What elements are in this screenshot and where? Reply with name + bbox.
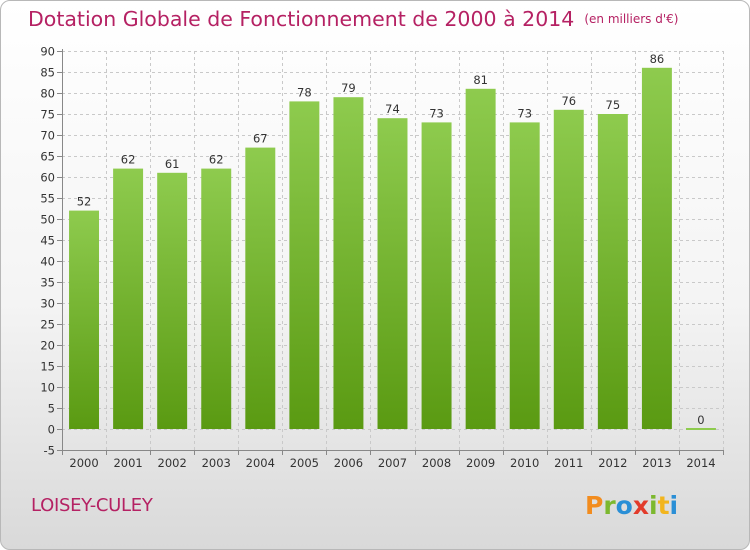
logo-letter: i <box>669 491 679 520</box>
bar-value-label: 78 <box>297 85 312 99</box>
x-tick-label: 2006 <box>334 456 363 470</box>
y-tick-label: 30 <box>40 297 55 311</box>
x-tick-label: 2009 <box>466 456 495 470</box>
y-tick-label: 50 <box>40 213 55 227</box>
chart-subtitle: (en milliers d'€) <box>584 12 679 26</box>
chart-title: Dotation Globale de Fonctionnement de 20… <box>28 7 678 31</box>
logo-letter: i <box>649 491 658 520</box>
bars <box>69 67 716 430</box>
bar-value-label: 79 <box>341 81 356 95</box>
x-tick-label: 2002 <box>158 456 187 470</box>
bar-value-label: 73 <box>517 106 532 120</box>
bar-value-label: 61 <box>165 157 180 171</box>
y-tick-label: -5 <box>44 444 55 458</box>
bar <box>597 114 628 429</box>
x-tick-label: 2013 <box>642 456 671 470</box>
x-tick-label: 2000 <box>69 456 98 470</box>
bar <box>553 109 584 430</box>
logo-letter: t <box>657 491 670 520</box>
y-tick-label: 5 <box>48 402 55 416</box>
bar-value-label: 67 <box>253 132 268 146</box>
bar <box>685 428 716 430</box>
y-tick-label: 90 <box>40 45 55 59</box>
bar-value-label: 52 <box>77 195 92 209</box>
bar <box>289 101 320 430</box>
logo-letter: r <box>603 491 616 520</box>
bar-value-label: 75 <box>606 98 621 112</box>
bar-value-label: 62 <box>121 153 136 167</box>
x-tick-label: 2004 <box>246 456 275 470</box>
y-tick-label: 40 <box>40 255 55 269</box>
bar <box>245 147 276 429</box>
y-tick-label: 85 <box>40 66 55 80</box>
x-tick-label: 2014 <box>686 456 715 470</box>
logo-letter: P <box>585 491 604 520</box>
y-tick-label: 80 <box>40 87 55 101</box>
y-tick-label: 15 <box>40 360 55 374</box>
x-tick-label: 2012 <box>598 456 627 470</box>
y-tick-label: 60 <box>40 171 55 185</box>
x-tick-label: 2008 <box>422 456 451 470</box>
bar-value-label: 0 <box>697 413 704 427</box>
bar-value-label: 73 <box>429 106 444 120</box>
title-text: Dotation Globale de Fonctionnement de 20… <box>28 7 575 31</box>
x-tick-label: 2001 <box>113 456 142 470</box>
bar <box>333 97 364 429</box>
x-tick-label: 2010 <box>510 456 539 470</box>
commune-name: LOISEY-CULEY <box>31 495 153 516</box>
bar <box>113 168 144 429</box>
bar <box>201 168 232 429</box>
y-tick-label: 65 <box>40 150 55 164</box>
bar-value-label: 62 <box>209 153 224 167</box>
bar <box>69 210 100 429</box>
bar-value-label: 81 <box>473 73 488 87</box>
x-tick-label: 2003 <box>202 456 231 470</box>
bar <box>641 67 672 430</box>
y-tick-label: 25 <box>40 318 55 332</box>
axes <box>57 49 724 455</box>
bar <box>509 122 540 430</box>
y-tick-label: 55 <box>40 192 55 206</box>
y-tick-label: 70 <box>40 129 55 143</box>
logo-letter: x <box>632 491 649 520</box>
bar <box>465 88 496 430</box>
x-tick-label: 2007 <box>378 456 407 470</box>
y-tick-label: 10 <box>40 381 55 395</box>
labels: -5 0 5 10 15 20 25 30 35 40 45 50 55 60 65 70 75 80 85 90 52… <box>40 45 715 471</box>
y-tick-label: 45 <box>40 234 55 248</box>
proxiti-logo: Proxiti <box>585 491 678 520</box>
y-tick-label: 20 <box>40 339 55 353</box>
y-tick-label: 0 <box>48 423 55 437</box>
bar <box>157 172 188 430</box>
x-tick-label: 2011 <box>554 456 583 470</box>
bar-value-label: 86 <box>650 52 665 66</box>
x-tick-label: 2005 <box>290 456 319 470</box>
bar <box>421 122 452 430</box>
bar <box>377 118 408 429</box>
y-tick-label: 35 <box>40 276 55 290</box>
bar-value-label: 76 <box>561 94 576 108</box>
logo-letter: o <box>615 491 633 520</box>
y-tick-label: 75 <box>40 108 55 122</box>
bar-value-label: 74 <box>385 102 400 116</box>
